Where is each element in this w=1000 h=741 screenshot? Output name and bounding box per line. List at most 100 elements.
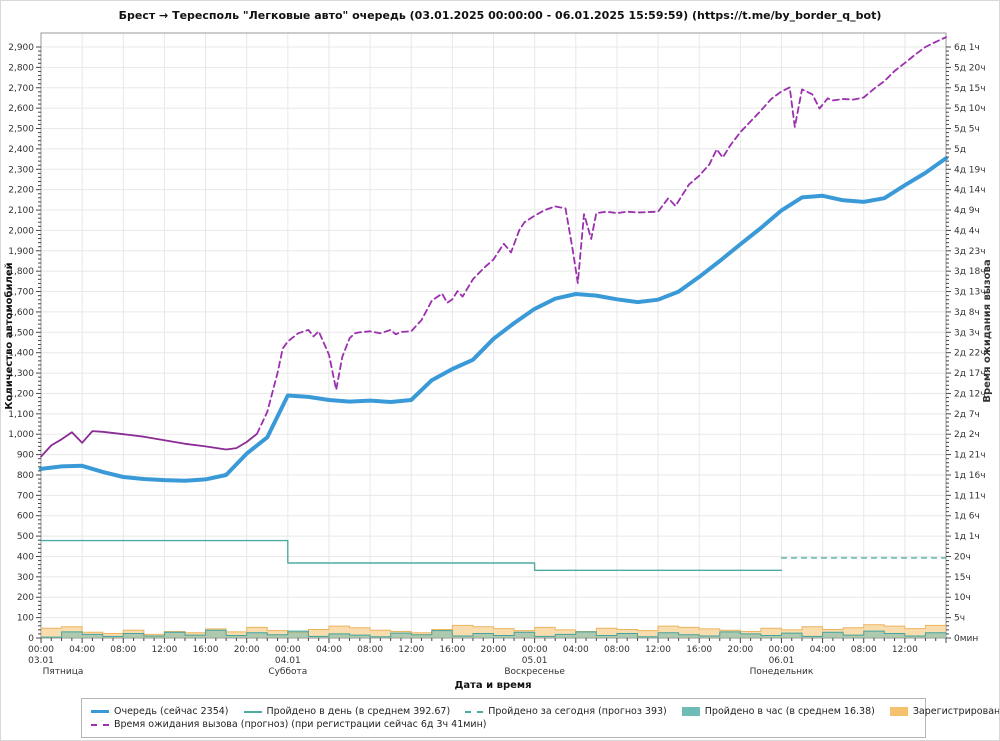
legend-marker-box xyxy=(681,707,700,716)
y-left-tick-label: 2,400 xyxy=(8,145,34,155)
x-tick-label: 08:00 xyxy=(110,645,136,655)
x-tick-label: 00:00 xyxy=(522,645,548,655)
legend-item: Зарегистрировано в час (в среднем 34.76) xyxy=(889,706,1000,717)
y-left-tick-label: 1,800 xyxy=(8,267,34,277)
y-left-tick-label: 300 xyxy=(17,573,34,583)
grid xyxy=(40,32,947,639)
y-right-tick-label: 3д 23ч xyxy=(954,247,986,257)
y-right-tick-label: 2д 2ч xyxy=(954,430,980,440)
y-right-tick-label: 20ч xyxy=(954,552,971,562)
x-tick-label: 04:00 xyxy=(563,645,589,655)
y-right-tick-label: 0мин xyxy=(954,634,978,644)
y-left-tick-label: 1,700 xyxy=(8,288,34,298)
x-tick-label: 00:00 xyxy=(275,645,301,655)
y-right-tick-label: 3д 13ч xyxy=(954,288,986,298)
legend-marker-box xyxy=(889,707,908,716)
series-wait_forecast xyxy=(256,36,947,435)
x-weekday-label: Пятница xyxy=(43,667,84,677)
y-left-tick-label: 1,400 xyxy=(8,349,34,359)
y-right-tick-label: 5д 5ч xyxy=(954,125,980,135)
y-right-tick-label: 2д 7ч xyxy=(954,410,980,420)
x-weekday-label: Воскресенье xyxy=(504,667,565,677)
x-tick-label: 12:00 xyxy=(645,645,671,655)
y-left-tick-label: 2,600 xyxy=(8,104,34,114)
y-left-tick-label: 700 xyxy=(17,491,34,501)
legend-item: Очередь (сейчас 2354) xyxy=(91,706,229,717)
y-right-tick-label: 5ч xyxy=(954,614,965,624)
y-left-tick-label: 100 xyxy=(17,614,34,624)
y-right-tick-label: 1д 16ч xyxy=(954,471,986,481)
x-tick-label: 20:00 xyxy=(727,645,753,655)
y-left-tick-label: 1,300 xyxy=(8,369,34,379)
y-right-tick-label: 10ч xyxy=(954,593,971,603)
x-tick-label: 16:00 xyxy=(193,645,219,655)
series-passed_per_hour xyxy=(41,629,947,638)
hourly-bars xyxy=(41,624,947,638)
y-left-tick-label: 1,000 xyxy=(8,430,34,440)
y-right-tick-label: 1д 21ч xyxy=(954,451,986,461)
series-queue xyxy=(39,156,948,483)
legend-label: Зарегистрировано в час (в среднем 34.76) xyxy=(912,706,1000,717)
y-left-tick-label: 2,700 xyxy=(8,84,34,94)
y-right-tick-label: 3д 18ч xyxy=(954,267,986,277)
y-right-tick-label: 5д 15ч xyxy=(954,84,986,94)
x-date-label: 06.01 xyxy=(769,656,795,666)
x-date-label: 04.01 xyxy=(275,656,301,666)
x-tick-label: 00:00 xyxy=(768,645,794,655)
y-left-tick-label: 200 xyxy=(17,593,34,603)
series-passed_per_day xyxy=(40,539,783,571)
page-title: Брест → Тересполь "Легковые авто" очеред… xyxy=(118,9,882,22)
y-left-tick-label: 1,600 xyxy=(8,308,34,318)
x-tick-label: 08:00 xyxy=(357,645,383,655)
y-right-tick-label: 1д 1ч xyxy=(954,532,980,542)
legend-marker-line xyxy=(91,710,109,713)
y-left-tick-label: 1,900 xyxy=(8,247,34,257)
chart-legend: Очередь (сейчас 2354) Пройдено в день (в … xyxy=(81,698,999,738)
x-tick-label: 16:00 xyxy=(686,645,712,655)
y-right-tick-label: 3д 3ч xyxy=(954,328,980,338)
y-right-tick-label: 4д 4ч xyxy=(954,226,980,236)
legend-label: Очередь (сейчас 2354) xyxy=(114,706,229,717)
x-tick-label: 04:00 xyxy=(810,645,836,655)
y-left-tick-label: 0 xyxy=(28,634,34,644)
y-right-tick-label: 2д 12ч xyxy=(954,389,986,399)
x-tick-label: 12:00 xyxy=(151,645,177,655)
y-left-tick-label: 600 xyxy=(17,512,34,522)
y-right-tick-label: 5д 20ч xyxy=(954,63,986,73)
y-left-tick-label: 2,200 xyxy=(8,186,34,196)
y-right-tick-label: 4д 14ч xyxy=(954,186,986,196)
x-tick-label: 04:00 xyxy=(316,645,342,655)
x-weekday-label: Суббота xyxy=(268,667,307,677)
y-left-tick-label: 400 xyxy=(17,552,34,562)
legend-item: Время ожидания вызова (прогноз) (при рег… xyxy=(91,719,487,730)
y-left-tick-label: 1,100 xyxy=(8,410,34,420)
legend-row: Время ожидания вызова (прогноз) (при рег… xyxy=(91,719,916,730)
series-wait_actual xyxy=(40,430,258,458)
y-left-tick-label: 1,200 xyxy=(8,389,34,399)
y-right-tick-label: 1д 11ч xyxy=(954,491,986,501)
legend-marker-dash xyxy=(91,723,109,726)
x-tick-label: 00:00 xyxy=(28,645,54,655)
x-date-label: 05.01 xyxy=(522,656,548,666)
legend-label: Пройдено в день (в среднем 392.67) xyxy=(266,706,451,717)
y-left-tick-label: 2,100 xyxy=(8,206,34,216)
y-right-tick-label: 4д 9ч xyxy=(954,206,980,216)
legend-label: Время ожидания вызова (прогноз) (при рег… xyxy=(114,719,487,730)
x-tick-label: 04:00 xyxy=(69,645,95,655)
y-right-tick-label: 2д 17ч xyxy=(954,369,986,379)
x-tick-label: 12:00 xyxy=(892,645,918,655)
y-right-tick-label: 5д xyxy=(954,145,966,155)
y-left-tick-label: 900 xyxy=(17,451,34,461)
y-right-tick-label: 5д 10ч xyxy=(954,104,986,114)
y-left-tick-label: 2,900 xyxy=(8,43,34,53)
x-tick-label: 08:00 xyxy=(851,645,877,655)
left-axis-title: Количество автомобилей xyxy=(3,262,15,409)
y-left-tick-label: 2,300 xyxy=(8,165,34,175)
legend-item: Пройдено в час (в среднем 16.38) xyxy=(681,706,875,717)
axes: 0 0мин 100 5ч 200 10ч 300 15ч 400 20ч 500 1д 1ч 600 1… xyxy=(8,43,985,677)
series-lines xyxy=(39,36,948,571)
y-left-tick-label: 2,800 xyxy=(8,63,34,73)
legend-label: Пройдено в час (в среднем 16.38) xyxy=(704,706,875,717)
legend-row: Очередь (сейчас 2354) Пройдено в день (в … xyxy=(91,706,999,717)
